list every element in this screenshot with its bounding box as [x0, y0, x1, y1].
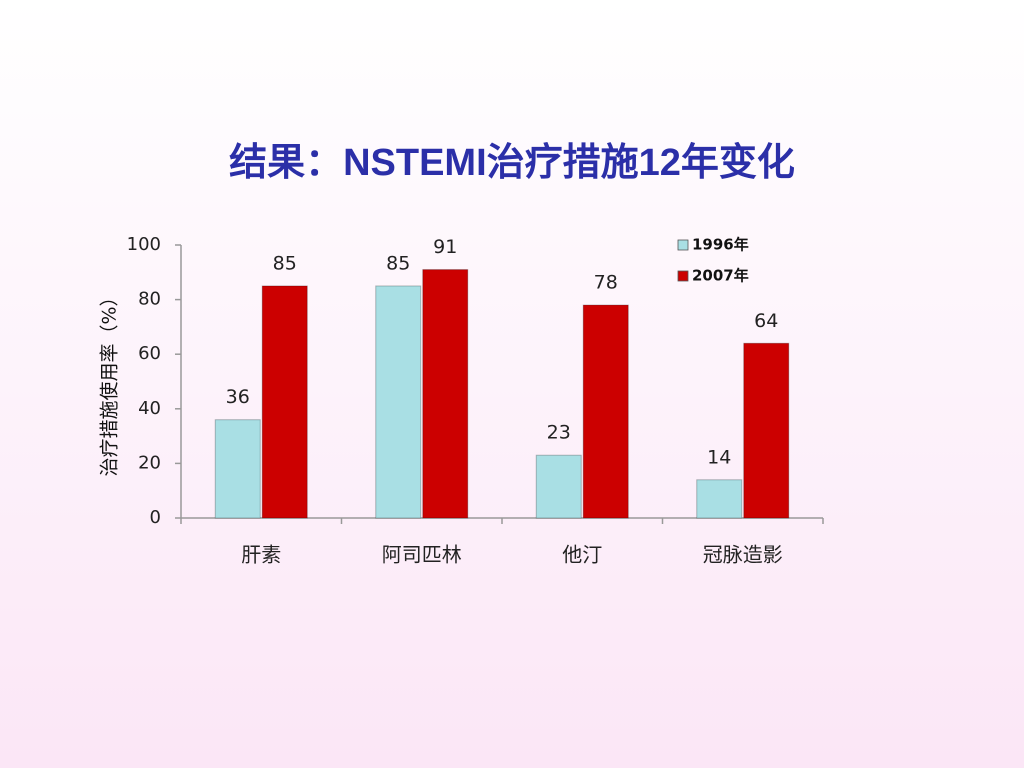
bar — [696, 479, 743, 519]
y-tick-label: 80 — [138, 289, 161, 310]
legend-swatch — [677, 239, 689, 251]
data-label: 78 — [594, 272, 618, 294]
bar — [582, 304, 629, 519]
y-tick-label: 100 — [127, 234, 161, 255]
x-tick-label: 肝素 — [241, 543, 281, 567]
legend-swatch — [677, 270, 689, 282]
y-tick-label: 0 — [150, 507, 161, 528]
data-label: 85 — [386, 252, 410, 274]
bar — [743, 342, 790, 519]
chart-title: 结果：NSTEMI治疗措施12年变化 — [229, 142, 795, 184]
x-tick-label: 他汀 — [562, 543, 602, 567]
bar — [535, 454, 582, 519]
bar — [214, 419, 261, 519]
bar — [261, 285, 308, 519]
x-tick-label: 冠脉造影 — [703, 543, 783, 567]
data-label: 85 — [273, 252, 297, 274]
y-tick-label: 20 — [138, 452, 161, 473]
data-label: 23 — [547, 422, 571, 444]
x-tick-label: 阿司匹林 — [382, 543, 462, 567]
data-label: 36 — [226, 386, 250, 408]
data-label: 91 — [433, 236, 457, 258]
data-label: 64 — [754, 310, 778, 332]
bar — [422, 269, 469, 519]
y-tick-label: 40 — [138, 398, 161, 419]
data-label: 14 — [707, 446, 731, 468]
y-tick-label: 60 — [138, 343, 161, 364]
y-axis-label: 治疗措施使用率（%） — [99, 287, 121, 476]
legend-label: 2007年 — [692, 267, 749, 285]
legend-label: 1996年 — [692, 236, 749, 254]
bar — [375, 285, 422, 519]
